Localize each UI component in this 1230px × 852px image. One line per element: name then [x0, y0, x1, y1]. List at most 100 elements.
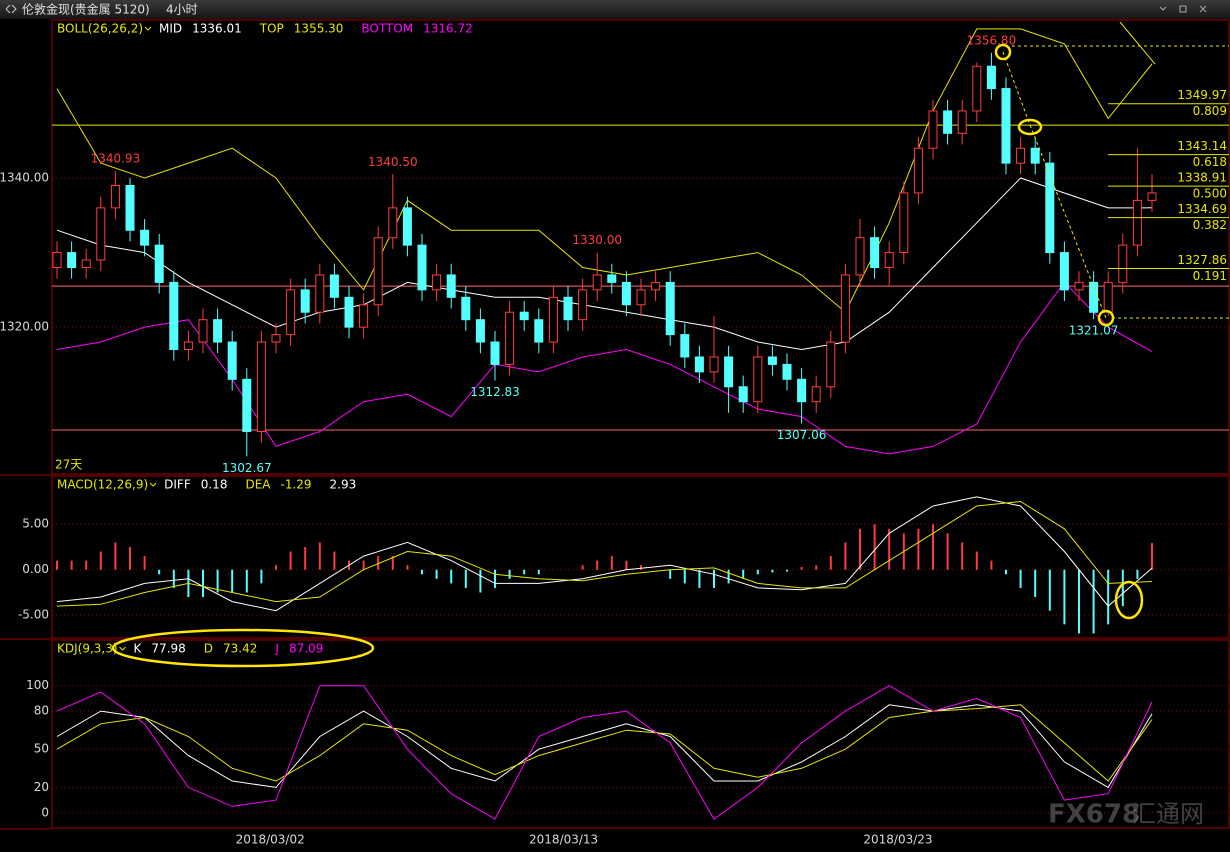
candle-body [1001, 88, 1011, 164]
fib-ratio: 0.382 [1193, 218, 1227, 232]
candle-body [344, 296, 354, 328]
extreme-label: 1330.00 [572, 233, 622, 247]
candle-body [665, 281, 675, 336]
trend-line [1002, 51, 1107, 319]
extreme-label: 1307.06 [777, 428, 827, 442]
y-tick-label: 80 [34, 704, 49, 718]
candle-body [67, 252, 77, 269]
candle-body [1045, 162, 1055, 254]
candle-body [1103, 281, 1113, 313]
candle-body [563, 296, 573, 321]
kdj-line [56, 704, 1153, 789]
candle-body [475, 319, 485, 343]
candle-body [505, 311, 515, 365]
fib-price: 1343.14 [1177, 139, 1227, 153]
fib-price: 1327.86 [1177, 253, 1227, 267]
candle-body [870, 237, 880, 269]
legend-name: TOP [259, 22, 284, 36]
y-tick-label: 1340.00 [0, 171, 49, 185]
candle-body [709, 356, 719, 373]
legend-value: 0.18 [201, 478, 228, 492]
dropdown-arrow[interactable] [119, 646, 126, 651]
candle-body [826, 341, 836, 388]
legend-value: 1316.72 [423, 22, 473, 36]
candle-body [694, 356, 704, 373]
candle-body [519, 311, 529, 321]
indicator-name: MACD(12,26,9) [57, 478, 148, 492]
legend-value: -1.29 [280, 478, 311, 492]
candle-body [928, 110, 938, 149]
trend-line [1119, 21, 1156, 65]
candle-body [592, 274, 602, 291]
panel-frame [51, 475, 1230, 639]
candle-body [651, 281, 661, 291]
y-tick-label: 1320.00 [0, 320, 49, 334]
nav-icon[interactable] [5, 4, 17, 14]
candle-body [1016, 147, 1026, 164]
candle-body [329, 274, 339, 298]
legend-name: MID [159, 22, 182, 36]
candle-body [96, 207, 106, 261]
candle-body [943, 110, 953, 134]
candle-body [607, 274, 617, 283]
candle-body [986, 65, 996, 90]
highlight-mark [1017, 118, 1043, 136]
extreme-label: 1302.67 [222, 461, 272, 475]
plot-area [56, 496, 1153, 634]
period-selector[interactable]: 4小时 [166, 3, 198, 17]
candle-body [213, 319, 223, 343]
candle-body [315, 274, 325, 313]
candle-body [1118, 244, 1128, 283]
boll-line [56, 177, 1153, 351]
candle-body [578, 289, 588, 321]
y-tick-label: -5.00 [18, 608, 49, 622]
highlight-mark [994, 43, 1012, 61]
panel-frame [51, 19, 1230, 475]
candle-body [271, 334, 281, 343]
y-tick-label: 5.00 [22, 517, 49, 531]
dropdown-arrow[interactable] [144, 26, 152, 31]
plot-area [56, 685, 1153, 820]
legend-value: 87.09 [289, 642, 323, 656]
candle-body [782, 363, 792, 380]
candle-body [1030, 147, 1040, 164]
candle-body [1059, 252, 1069, 291]
boll-line [56, 281, 1153, 455]
extreme-label: 1340.50 [368, 155, 418, 169]
candle-body [359, 304, 369, 328]
fib-ratio: 0.191 [1193, 269, 1227, 283]
legend-name: J [274, 642, 279, 656]
y-tick-label: 20 [34, 780, 49, 794]
window-controls[interactable] [1159, 5, 1207, 13]
highlight-mark [111, 628, 375, 668]
extreme-label: 1312.83 [470, 385, 520, 399]
x-tick-label: 2018/03/23 [863, 833, 932, 847]
panel: 0 20 50 80 100 2018/03/02 2018/03/13 2018/03/23… [0, 639, 1230, 847]
x-tick-label: 2018/03/13 [529, 833, 598, 847]
candle-body [724, 356, 734, 388]
fib-ratio: 0.809 [1193, 104, 1227, 118]
indicator-name: KDJ(9,3,3) [57, 642, 118, 656]
candle-body [388, 207, 398, 239]
fib-price: 1334.69 [1177, 202, 1227, 216]
highlight-mark [1114, 580, 1144, 620]
candle-body [884, 252, 894, 269]
candle-body [402, 207, 412, 246]
legend-value: 73.42 [223, 642, 257, 656]
fib-ratio: 0.500 [1193, 187, 1227, 201]
fib-price: 1338.91 [1177, 171, 1227, 185]
dropdown-arrow[interactable] [149, 482, 157, 487]
legend-name: BOTTOM [361, 22, 413, 36]
candle-body [242, 378, 252, 433]
legend-name: D [204, 642, 213, 656]
candle-body [373, 237, 383, 306]
candle-body [753, 356, 763, 403]
period-label: 27天 [55, 458, 82, 472]
boll-line [56, 28, 1153, 313]
y-tick-label: 100 [26, 678, 49, 692]
candle-body [972, 65, 982, 112]
indicator-name: BOLL(26,26,2) [57, 22, 143, 36]
panel-frame [51, 639, 1230, 829]
